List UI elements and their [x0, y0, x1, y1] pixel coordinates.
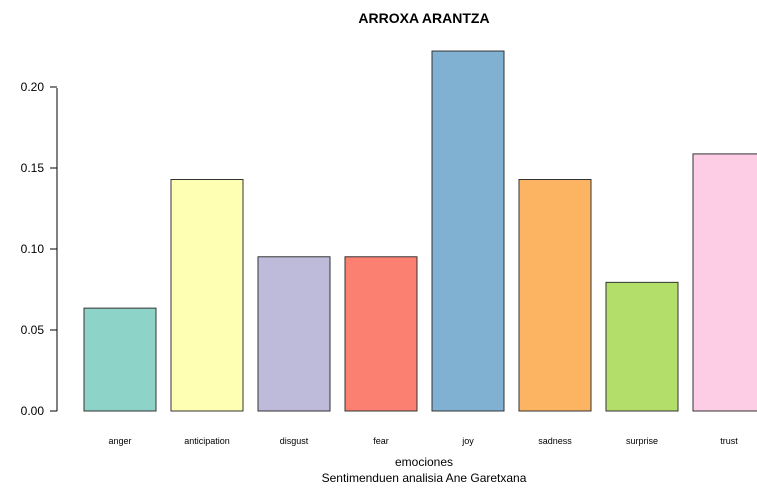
y-tick-label: 0.20 — [21, 80, 45, 94]
category-label-disgust: disgust — [280, 436, 309, 446]
y-tick-label: 0.10 — [21, 242, 45, 256]
category-label-trust: trust — [720, 436, 738, 446]
chart-subtitle: Sentimenduen analisia Ane Garetxana — [322, 471, 527, 485]
bar-disgust — [257, 256, 331, 412]
bar-surprise — [605, 281, 679, 412]
category-label-anger: anger — [108, 436, 131, 446]
chart-title: ARROXA ARANTZA — [358, 10, 489, 26]
category-label-surprise: surprise — [626, 436, 658, 446]
category-label-anticipation: anticipation — [184, 436, 230, 446]
y-tick-label: 0.05 — [21, 323, 45, 337]
category-labels: anger anticipation disgust fear joy sadness su… — [108, 436, 738, 446]
y-axis-ticks: 0.00 0.05 0.10 0.15 0.20 — [21, 80, 57, 418]
bars — [83, 50, 757, 412]
bar-sadness — [518, 179, 592, 412]
bar-anticipation — [170, 179, 244, 412]
category-label-fear: fear — [373, 436, 389, 446]
bar-anger — [83, 307, 157, 412]
y-tick-label: 0.00 — [21, 404, 45, 418]
category-label-sadness: sadness — [538, 436, 572, 446]
bar-trust — [692, 153, 757, 412]
x-axis-label: emociones — [395, 455, 453, 469]
bar-fear — [344, 256, 418, 412]
category-label-joy: joy — [461, 436, 474, 446]
y-tick-label: 0.15 — [21, 161, 45, 175]
bar-joy — [431, 50, 505, 412]
